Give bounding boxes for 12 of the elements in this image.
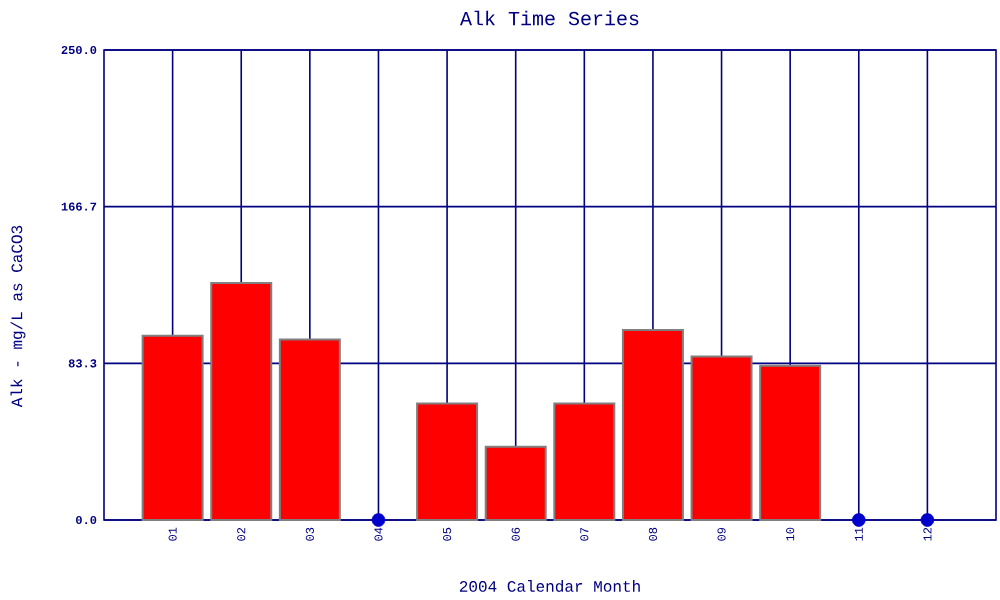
bar — [690, 355, 753, 521]
y-axis-title: Alk - mg/L as CaCO3 — [10, 225, 26, 408]
bar — [141, 334, 204, 521]
bar — [278, 338, 341, 521]
bar — [759, 364, 822, 521]
bar — [484, 445, 547, 521]
x-axis-title: 2004 Calendar Month — [459, 580, 640, 592]
bar — [553, 402, 616, 521]
bar — [621, 329, 684, 521]
chart-title: Alk Time Series — [459, 10, 639, 26]
bar — [416, 402, 479, 521]
bar — [210, 282, 273, 521]
